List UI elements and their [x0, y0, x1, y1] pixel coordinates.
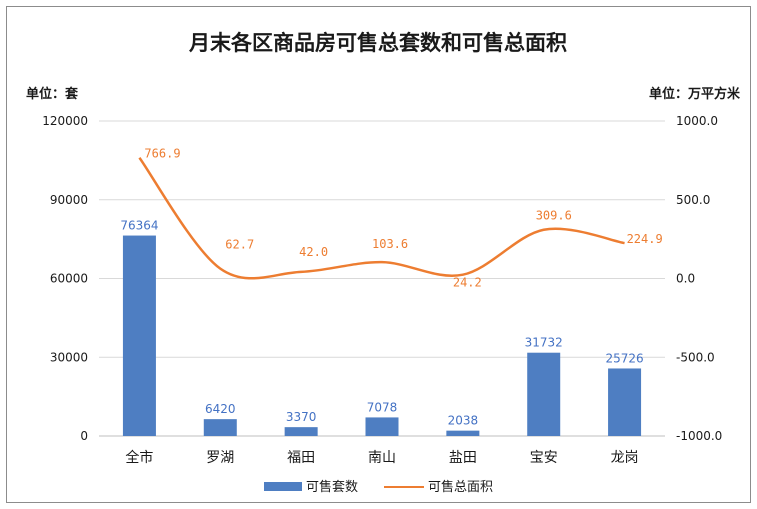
bar-value-label: 7078: [367, 400, 398, 414]
bar: [203, 419, 237, 436]
left-axis-unit: 单位：套: [26, 86, 79, 102]
line-value-label: 766.9: [144, 147, 180, 161]
category-label: 盐田: [449, 450, 477, 466]
legend: 可售套数 可售总面积: [264, 479, 493, 495]
left-tick-label: 30000: [50, 350, 88, 364]
line-value-label: 224.9: [627, 232, 663, 246]
category-label: 福田: [287, 450, 315, 466]
legend-bar-label: 可售套数: [306, 479, 358, 495]
line-value-label: 24.2: [453, 276, 482, 290]
legend-bar-swatch: [264, 482, 302, 491]
bar-value-label: 6420: [205, 402, 236, 416]
bar: [608, 368, 642, 436]
bar-series: 76364 6420 3370 7078 2038 31732 25726: [120, 219, 644, 436]
category-label: 罗湖: [206, 450, 234, 466]
left-tick-label: 60000: [50, 272, 88, 286]
left-axis-ticks: 120000 90000 60000 30000 0: [42, 114, 88, 443]
bar-value-label: 31732: [525, 336, 563, 350]
right-tick-label: 500.0: [676, 193, 710, 207]
bar-value-label: 25726: [605, 351, 643, 365]
category-label: 全市: [125, 449, 153, 466]
line-value-label: 62.7: [225, 238, 254, 252]
line-value-label: 309.6: [536, 209, 572, 223]
left-tick-label: 90000: [50, 193, 88, 207]
legend-line-label: 可售总面积: [428, 479, 493, 495]
right-tick-label: -1000.0: [676, 429, 722, 443]
category-labels: 全市 罗湖 福田 南山 盐田 宝安 龙岗: [125, 449, 638, 466]
area-line: [138, 156, 625, 280]
category-label: 南山: [368, 450, 396, 466]
left-tick-label: 120000: [42, 114, 88, 128]
bar: [446, 430, 480, 436]
line-value-label: 42.0: [299, 245, 328, 259]
right-axis-unit: 单位：万平方米: [649, 86, 741, 102]
right-axis-ticks: 1000.0 500.0 0.0 -500.0 -1000.0: [676, 114, 722, 443]
bar-value-label: 3370: [286, 410, 317, 424]
bar-value-label: 76364: [120, 219, 158, 233]
right-tick-label: -500.0: [676, 350, 715, 364]
right-tick-label: 1000.0: [676, 114, 718, 128]
right-tick-label: 0.0: [676, 272, 695, 286]
chart-title: 月末各区商品房可售总套数和可售总面积: [188, 30, 567, 55]
bar: [527, 352, 561, 436]
bar: [284, 427, 318, 436]
line-value-label: 103.6: [372, 237, 408, 251]
bar: [365, 417, 399, 436]
line-series: 766.9 62.7 42.0 103.6 24.2 309.6 224.9: [138, 147, 663, 290]
gridlines: [99, 120, 665, 437]
bar: [122, 235, 156, 436]
category-label: 宝安: [530, 450, 558, 466]
left-tick-label: 0: [80, 429, 88, 443]
bar-value-label: 2038: [448, 414, 479, 428]
category-label: 龙岗: [611, 450, 639, 466]
